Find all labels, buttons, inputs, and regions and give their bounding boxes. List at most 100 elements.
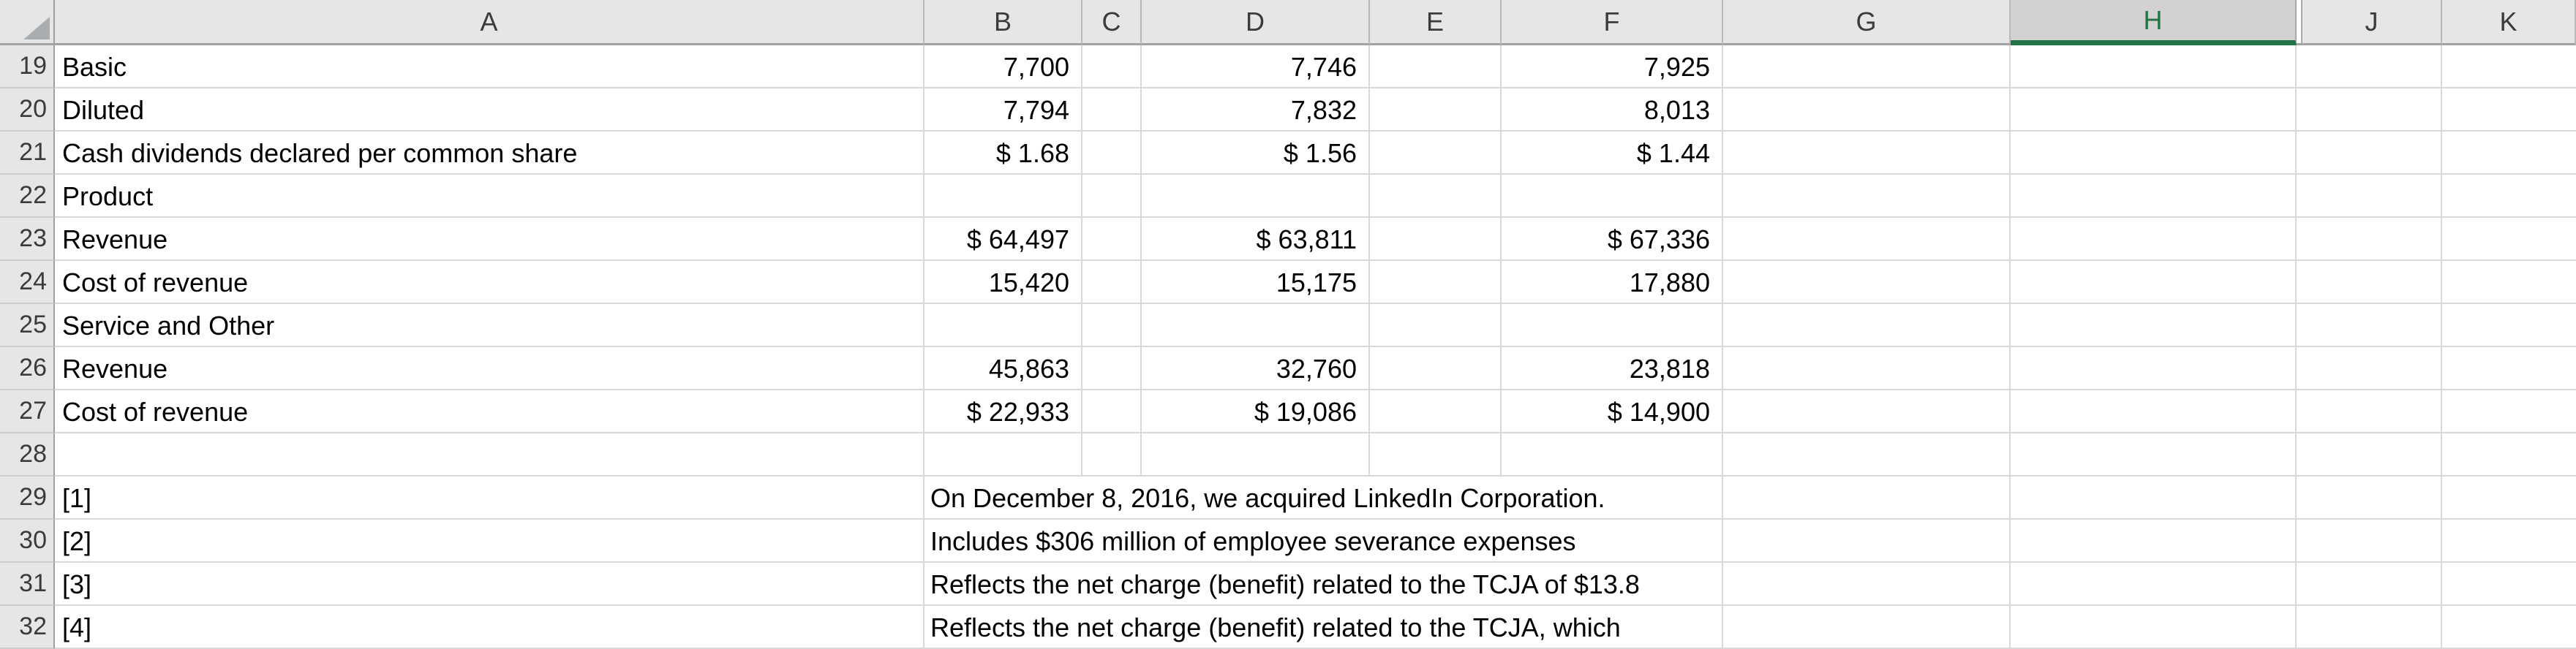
cell-A25[interactable]: Service and Other — [55, 304, 924, 347]
cell-G19[interactable] — [1723, 45, 2011, 88]
row-header-24[interactable]: 24 — [0, 261, 55, 304]
column-header-a[interactable]: A — [55, 0, 924, 45]
cell-F28[interactable] — [1502, 433, 1723, 477]
row-header-21[interactable]: 21 — [0, 132, 55, 175]
cell-K27[interactable] — [2442, 390, 2576, 433]
cell-C21[interactable] — [1082, 132, 1142, 175]
cell-D24[interactable]: 15,175 — [1142, 261, 1370, 304]
cell-H19[interactable] — [2011, 45, 2297, 88]
row-header-20[interactable]: 20 — [0, 88, 55, 132]
cell-G23[interactable] — [1723, 218, 2011, 261]
cell-H20[interactable] — [2011, 88, 2297, 132]
row-header-23[interactable]: 23 — [0, 218, 55, 261]
cell-G28[interactable] — [1723, 433, 2011, 477]
cell-G25[interactable] — [1723, 304, 2011, 347]
cell-B28[interactable] — [924, 433, 1082, 477]
cell-F25[interactable] — [1502, 304, 1723, 347]
cell-H28[interactable] — [2011, 433, 2297, 477]
cell-F23[interactable]: $ 67,336 — [1502, 218, 1723, 261]
cell-C19[interactable] — [1082, 45, 1142, 88]
cell-H29[interactable] — [2011, 477, 2297, 520]
cell-D27[interactable]: $ 19,086 — [1142, 390, 1370, 433]
cell-B30-footnote[interactable]: Includes $306 million of employee severa… — [924, 520, 1723, 563]
cell-H25[interactable] — [2011, 304, 2297, 347]
row-header-26[interactable]: 26 — [0, 347, 55, 390]
cell-J26[interactable] — [2302, 347, 2442, 390]
cell-J31[interactable] — [2302, 563, 2442, 606]
cell-E23[interactable] — [1370, 218, 1502, 261]
cell-E24[interactable] — [1370, 261, 1502, 304]
cell-D22[interactable] — [1142, 175, 1370, 218]
cell-J22[interactable] — [2302, 175, 2442, 218]
cell-H21[interactable] — [2011, 132, 2297, 175]
cell-E28[interactable] — [1370, 433, 1502, 477]
column-header-b[interactable]: B — [924, 0, 1082, 45]
cell-A32[interactable]: [4] — [55, 606, 924, 649]
cell-C25[interactable] — [1082, 304, 1142, 347]
cell-J30[interactable] — [2302, 520, 2442, 563]
column-header-h[interactable]: H — [2011, 0, 2297, 45]
cell-K24[interactable] — [2442, 261, 2576, 304]
cell-J28[interactable] — [2302, 433, 2442, 477]
cell-C22[interactable] — [1082, 175, 1142, 218]
cell-B19[interactable]: 7,700 — [924, 45, 1082, 88]
cell-B26[interactable]: 45,863 — [924, 347, 1082, 390]
cell-C20[interactable] — [1082, 88, 1142, 132]
cell-H32[interactable] — [2011, 606, 2297, 649]
cell-A29[interactable]: [1] — [55, 477, 924, 520]
cell-A19[interactable]: Basic — [55, 45, 924, 88]
cell-B27[interactable]: $ 22,933 — [924, 390, 1082, 433]
cell-K26[interactable] — [2442, 347, 2576, 390]
cell-F20[interactable]: 8,013 — [1502, 88, 1723, 132]
row-header-32[interactable]: 32 — [0, 606, 55, 649]
cell-K23[interactable] — [2442, 218, 2576, 261]
row-header-25[interactable]: 25 — [0, 304, 55, 347]
cell-C26[interactable] — [1082, 347, 1142, 390]
cell-B23[interactable]: $ 64,497 — [924, 218, 1082, 261]
cell-F22[interactable] — [1502, 175, 1723, 218]
select-all-corner[interactable] — [0, 0, 55, 45]
cell-K22[interactable] — [2442, 175, 2576, 218]
cell-G31[interactable] — [1723, 563, 2011, 606]
cell-E21[interactable] — [1370, 132, 1502, 175]
cell-H24[interactable] — [2011, 261, 2297, 304]
cell-F19[interactable]: 7,925 — [1502, 45, 1723, 88]
cell-H31[interactable] — [2011, 563, 2297, 606]
cell-D19[interactable]: 7,746 — [1142, 45, 1370, 88]
cell-G24[interactable] — [1723, 261, 2011, 304]
cell-D20[interactable]: 7,832 — [1142, 88, 1370, 132]
cell-K25[interactable] — [2442, 304, 2576, 347]
cell-E22[interactable] — [1370, 175, 1502, 218]
cell-K19[interactable] — [2442, 45, 2576, 88]
cell-B20[interactable]: 7,794 — [924, 88, 1082, 132]
cell-H30[interactable] — [2011, 520, 2297, 563]
cell-B32-footnote[interactable]: Reflects the net charge (benefit) relate… — [924, 606, 1723, 649]
column-header-k[interactable]: K — [2442, 0, 2576, 45]
row-header-28[interactable]: 28 — [0, 433, 55, 477]
cell-K30[interactable] — [2442, 520, 2576, 563]
cell-A20[interactable]: Diluted — [55, 88, 924, 132]
cell-J20[interactable] — [2302, 88, 2442, 132]
row-header-31[interactable]: 31 — [0, 563, 55, 606]
cell-E19[interactable] — [1370, 45, 1502, 88]
cell-J24[interactable] — [2302, 261, 2442, 304]
cell-J29[interactable] — [2302, 477, 2442, 520]
cell-F26[interactable]: 23,818 — [1502, 347, 1723, 390]
cell-F24[interactable]: 17,880 — [1502, 261, 1723, 304]
cell-C23[interactable] — [1082, 218, 1142, 261]
cell-G21[interactable] — [1723, 132, 2011, 175]
row-header-29[interactable]: 29 — [0, 477, 55, 520]
cell-D21[interactable]: $ 1.56 — [1142, 132, 1370, 175]
cell-C27[interactable] — [1082, 390, 1142, 433]
cell-F27[interactable]: $ 14,900 — [1502, 390, 1723, 433]
column-header-g[interactable]: G — [1723, 0, 2011, 45]
column-header-f[interactable]: F — [1502, 0, 1723, 45]
row-header-27[interactable]: 27 — [0, 390, 55, 433]
cell-G26[interactable] — [1723, 347, 2011, 390]
cell-E26[interactable] — [1370, 347, 1502, 390]
row-header-22[interactable]: 22 — [0, 175, 55, 218]
cell-H27[interactable] — [2011, 390, 2297, 433]
cell-A22[interactable]: Product — [55, 175, 924, 218]
cell-A23[interactable]: Revenue — [55, 218, 924, 261]
cell-E20[interactable] — [1370, 88, 1502, 132]
